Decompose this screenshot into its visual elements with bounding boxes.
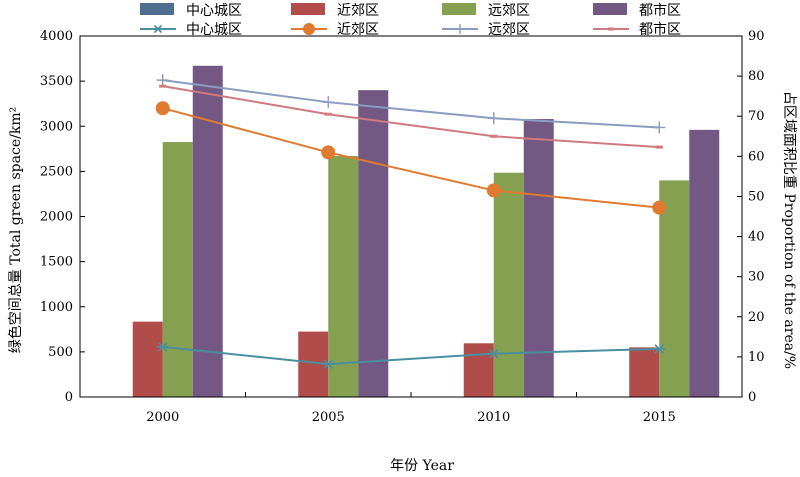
legend-swatch <box>140 3 174 15</box>
legend-marker <box>303 23 315 35</box>
series-line <box>162 345 660 366</box>
legend-label: 远郊区 <box>488 21 530 38</box>
legend-marker <box>455 24 465 34</box>
data-point <box>155 101 170 116</box>
bar-series-group <box>132 65 720 398</box>
y2-tick-label: 70 <box>748 109 765 124</box>
bar <box>659 180 690 397</box>
x-tick-label: 2015 <box>643 410 676 425</box>
bar <box>162 142 193 397</box>
y2-tick-label: 10 <box>748 350 765 365</box>
series-line <box>162 79 660 129</box>
legend-swatch <box>291 3 325 15</box>
legend-marker <box>153 24 163 34</box>
legend-label: 远郊区 <box>488 2 530 19</box>
data-point <box>322 359 335 369</box>
y2-tick-label: 40 <box>748 230 765 245</box>
bar <box>629 347 660 397</box>
series-line <box>162 107 660 209</box>
y-tick-label: 1000 <box>40 300 73 315</box>
bar <box>689 129 720 398</box>
legend-swatch <box>442 3 476 15</box>
x-tick-label: 2000 <box>146 410 179 425</box>
y-tick-label: 500 <box>48 345 73 360</box>
data-point <box>156 342 169 352</box>
legend-label: 近郊区 <box>337 2 379 19</box>
legend-label: 近郊区 <box>337 21 379 38</box>
data-point <box>487 112 500 125</box>
data-point <box>322 96 335 109</box>
axes: 0 500 1000 1500 2000 2500 3000 3500 4000 0 10 20 30 4… <box>40 29 765 425</box>
y-axis-label: 绿色空间总量 Total green space/km² <box>7 107 24 353</box>
y2-tick-label: 90 <box>748 29 765 44</box>
y-tick-label: 0 <box>65 390 73 405</box>
data-point <box>653 121 666 134</box>
bar <box>328 156 359 397</box>
y-tick-label: 1500 <box>40 255 73 270</box>
bar <box>132 321 163 397</box>
y-tick-label: 2000 <box>40 210 73 225</box>
legend-label: 都市区 <box>639 21 681 38</box>
bar <box>463 343 494 397</box>
data-point <box>156 74 169 87</box>
y2-tick-label: 20 <box>748 310 765 325</box>
bar <box>493 172 524 397</box>
legend-label: 中心城区 <box>186 3 242 19</box>
y2-tick-label: 80 <box>748 69 765 84</box>
x-tick-label: 2005 <box>312 410 345 425</box>
data-point <box>652 200 667 215</box>
y2-tick-label: 60 <box>748 149 765 164</box>
data-point <box>655 145 663 149</box>
bar <box>192 65 223 397</box>
data-point <box>487 348 500 359</box>
data-point <box>653 344 666 354</box>
y2-tick-label: 50 <box>748 189 765 204</box>
line-series-group <box>155 74 667 369</box>
x-axis-label: 年份 Year <box>390 458 454 474</box>
bar <box>523 119 554 397</box>
y-tick-label: 3000 <box>40 119 73 134</box>
data-point <box>324 112 332 116</box>
y-tick-label: 3500 <box>40 74 73 89</box>
data-point <box>159 84 167 88</box>
legend-marker <box>608 27 614 31</box>
y2-tick-label: 30 <box>748 270 765 285</box>
data-point <box>321 145 336 160</box>
y2-axis-label: 占区域面积比重 Proportion of the area/% <box>781 91 797 369</box>
legend-swatch <box>593 3 627 15</box>
x-tick-label: 2010 <box>477 410 510 425</box>
y2-tick-label: 0 <box>748 390 756 405</box>
data-point <box>490 134 498 138</box>
y-tick-label: 2500 <box>40 164 73 179</box>
legend-label: 都市区 <box>639 2 681 19</box>
legend-label: 中心城区 <box>186 22 242 38</box>
bar <box>358 90 389 398</box>
series-line <box>162 85 660 149</box>
data-point <box>486 183 501 198</box>
y-tick-label: 4000 <box>40 29 73 44</box>
